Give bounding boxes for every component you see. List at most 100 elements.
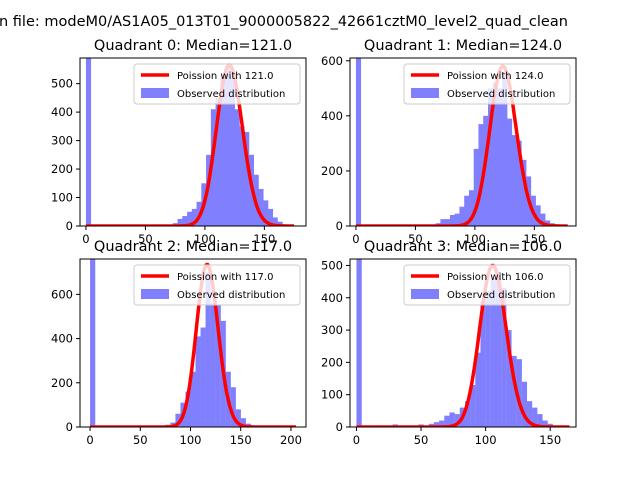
plot-area [85, 58, 295, 226]
legend-hist-label: Observed distribution [447, 290, 555, 301]
histogram-bar [490, 278, 497, 427]
x-tick-label: 50 [414, 433, 429, 447]
axes-frame [79, 57, 307, 227]
histogram-bar [540, 213, 546, 226]
y-axis: 0 200 400 600 [51, 287, 80, 434]
poisson-fit-line [89, 262, 297, 427]
histogram-bar [459, 206, 465, 226]
histogram-bar [244, 132, 250, 226]
histogram-bar [470, 385, 476, 427]
histogram-bar [190, 371, 196, 427]
histogram-bar [439, 420, 445, 427]
histogram-bar [229, 75, 235, 226]
histogram-bar [487, 88, 494, 226]
histogram-bar [545, 220, 551, 226]
histogram-bar [454, 213, 460, 226]
legend-box [133, 264, 301, 306]
histogram-bar [215, 97, 221, 226]
histogram-bar [521, 381, 528, 427]
histogram-bar [191, 208, 197, 226]
x-tick-label: 100 [475, 433, 497, 447]
x-tick-label: 0 [353, 433, 360, 447]
histogram-bar [526, 401, 533, 427]
histogram-bar [239, 126, 245, 226]
histogram-bar [495, 271, 502, 427]
histogram-bar [537, 414, 543, 427]
histogram-bar [445, 219, 451, 226]
x-tick-label: 150 [253, 232, 275, 246]
x-tick-label: 50 [408, 232, 423, 246]
x-tick-label: 0 [86, 433, 93, 447]
quadrant-3-panel: 0 50 100 150 0 100 200 300 400 500 Quadrant 3: Med… [321, 239, 577, 447]
histogram-bar [516, 359, 522, 427]
legend-hist-label: Observed distribution [177, 89, 285, 100]
legend-fit-label: Poission with 121.0 [177, 71, 273, 82]
x-tick-label: 100 [180, 433, 202, 447]
x-axis: 0 50 100 150 200 [86, 427, 302, 447]
histogram-bar [215, 305, 221, 427]
poisson-fit-line [355, 64, 569, 226]
histogram-bar [542, 420, 548, 427]
histogram-bar [454, 414, 460, 427]
histogram-bar [506, 330, 512, 427]
legend-hist-label: Observed distribution [177, 290, 285, 301]
quadrant-0-panel: 0 50 100 150 0 100 200 300 400 500 Quadrant 0: Med… [51, 38, 307, 246]
y-tick-label: 200 [321, 355, 343, 369]
x-tick-label: 150 [230, 433, 252, 447]
panel-title: Quadrant 1: Median=124.0 [364, 38, 562, 54]
poisson-fit-line [85, 63, 295, 226]
figure-suptitle: n file: modeM0/AS1A05_013T01_9000005822_… [0, 14, 568, 30]
x-tick-label: 100 [194, 232, 216, 246]
histogram-bar [475, 352, 481, 427]
histogram-bar [182, 216, 188, 226]
x-tick-label: 150 [539, 433, 561, 447]
histogram-bar [478, 124, 484, 226]
y-tick-label: 100 [321, 388, 343, 402]
y-tick-label: 500 [321, 258, 343, 272]
histogram-bar [177, 218, 183, 226]
histogram-bar [200, 327, 206, 427]
histogram-bar [272, 217, 278, 226]
histogram-bar [258, 188, 264, 226]
histogram-bar [464, 195, 470, 226]
histogram-bar [267, 208, 274, 226]
histogram-bar [468, 190, 475, 226]
histogram-bar [497, 88, 503, 226]
x-tick-label: 0 [82, 232, 89, 246]
panel-title: Quadrant 0: Median=121.0 [94, 38, 292, 54]
legend-box [403, 63, 571, 105]
legend-fit-label: Poission with 124.0 [447, 71, 543, 82]
histogram-bar [521, 159, 527, 226]
y-tick-label: 0 [66, 219, 73, 233]
x-tick-label: 0 [352, 232, 359, 246]
histogram-bar [501, 288, 507, 427]
y-tick-label: 0 [66, 420, 73, 434]
histogram-bar [440, 219, 446, 226]
histogram-bar [433, 422, 440, 427]
x-axis: 0 50 100 150 [82, 226, 275, 246]
histogram-bar [85, 58, 92, 226]
histogram-bar [234, 109, 240, 226]
panel-title: Quadrant 2: Median=117.0 [94, 239, 292, 255]
y-tick-label: 600 [321, 54, 343, 68]
plot-area [89, 259, 297, 427]
axes-frame [349, 258, 577, 428]
x-tick-label: 50 [138, 232, 153, 246]
y-tick-label: 200 [51, 162, 73, 176]
histogram-bar [356, 259, 362, 427]
legend-box [403, 264, 571, 306]
histogram-bar [210, 109, 216, 226]
y-axis: 0 200 400 600 [321, 54, 350, 233]
x-tick-label: 100 [464, 232, 486, 246]
histogram-bar [230, 387, 236, 427]
histogram-bar [187, 211, 193, 226]
y-tick-label: 400 [321, 291, 343, 305]
histogram-bar [185, 391, 191, 427]
poisson-fit-line [355, 263, 571, 427]
histogram-bar [444, 415, 450, 427]
legend-hist-swatch [141, 88, 169, 98]
y-tick-label: 400 [51, 105, 73, 119]
histogram-bar [464, 401, 471, 427]
legend-fit-label: Poission with 106.0 [447, 272, 543, 283]
legend-box [133, 63, 301, 105]
